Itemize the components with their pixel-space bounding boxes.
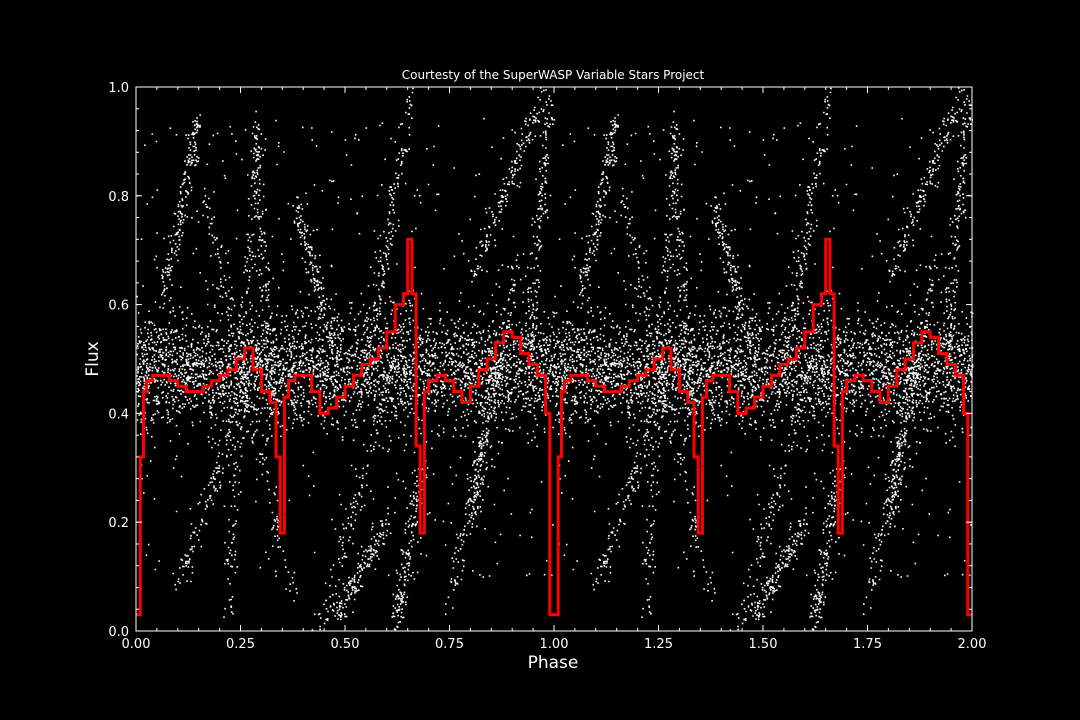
x-tick-label: 1.75 [853, 637, 882, 652]
x-tick-label: 1.25 [644, 637, 673, 652]
y-axis-label: Flux [83, 341, 103, 376]
y-tick-label: 0.8 [108, 190, 129, 205]
binned-curve [136, 237, 972, 617]
x-tick-label: 0.75 [435, 637, 464, 652]
y-tick-label: 0.2 [108, 516, 129, 531]
x-tick-label: 0.00 [122, 637, 151, 652]
y-tick-label: 1.0 [108, 81, 129, 96]
chart-title: Courtesty of the SuperWASP Variable Star… [402, 68, 705, 82]
x-tick-label: 1.00 [540, 637, 569, 652]
binned-step-line [136, 237, 972, 617]
y-tick-label: 0.6 [108, 299, 129, 314]
x-axis-ticks: 0.00 0.25 0.50 0.75 1.00 1.25 1.50 1.75 2.00 [122, 87, 987, 652]
y-axis-ticks: 0.0 0.2 0.4 0.6 0.8 1.0 [108, 81, 972, 640]
x-tick-label: 0.50 [331, 637, 360, 652]
y-tick-label: 0.4 [108, 407, 129, 422]
x-tick-label: 1.50 [749, 637, 778, 652]
x-axis-label: Phase [528, 653, 579, 673]
y-tick-label: 0.0 [108, 625, 129, 640]
x-tick-label: 2.00 [958, 637, 987, 652]
x-tick-label: 0.25 [226, 637, 255, 652]
